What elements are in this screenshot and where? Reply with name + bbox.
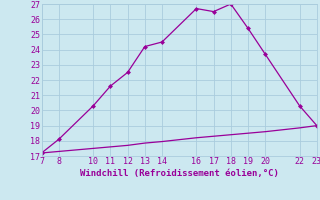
X-axis label: Windchill (Refroidissement éolien,°C): Windchill (Refroidissement éolien,°C) bbox=[80, 169, 279, 178]
